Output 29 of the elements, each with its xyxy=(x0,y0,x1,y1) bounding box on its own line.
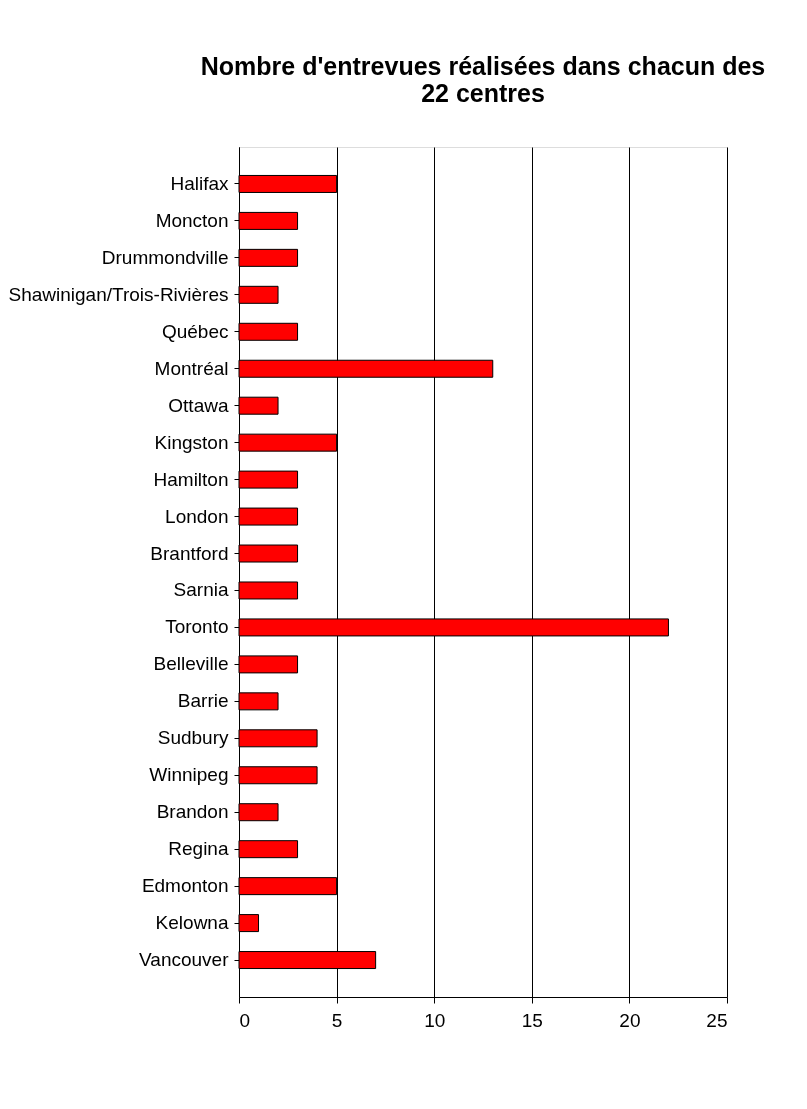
x-tick-label: 0 xyxy=(239,1009,251,1031)
x-tick-label: 5 xyxy=(331,1009,343,1031)
y-tick-label: Québec xyxy=(161,320,229,342)
y-tick-label: Hamilton xyxy=(153,468,229,490)
y-tick-label: London xyxy=(165,505,229,527)
y-tick-label: Kingston xyxy=(154,431,229,453)
y-tick-label: Barrie xyxy=(177,690,229,712)
chart-title: Nombre d'entrevues réalisées dans chacun des 22 centres xyxy=(200,52,766,107)
y-tick-label: Halifax xyxy=(170,172,229,194)
y-tick-label: Regina xyxy=(168,838,229,860)
y-tick-label: Sudbury xyxy=(157,727,229,749)
y-tick-label: Vancouver xyxy=(139,949,230,971)
x-tick-label: 20 xyxy=(619,1009,641,1031)
y-tick-label: Drummondville xyxy=(101,246,229,268)
x-tick-label: 15 xyxy=(521,1009,543,1031)
y-tick-label: Brantford xyxy=(150,542,229,564)
y-tick-label: Edmonton xyxy=(141,875,229,897)
y-tick-label: Belleville xyxy=(153,653,229,675)
y-tick-label: Sarnia xyxy=(173,579,229,601)
x-tick-label: 10 xyxy=(424,1009,446,1031)
y-tick-label: Montréal xyxy=(154,357,229,379)
y-tick-label: Moncton xyxy=(155,209,229,231)
y-tick-label: Winnipeg xyxy=(149,764,229,786)
y-tick-label: Brandon xyxy=(156,801,229,823)
y-tick-label: Shawinigan/Trois-Rivières xyxy=(8,283,229,305)
x-tick-label: 25 xyxy=(706,1009,728,1031)
y-tick-label: Toronto xyxy=(165,616,229,638)
y-tick-label: Ottawa xyxy=(168,394,229,416)
y-tick-label: Kelowna xyxy=(155,912,229,934)
